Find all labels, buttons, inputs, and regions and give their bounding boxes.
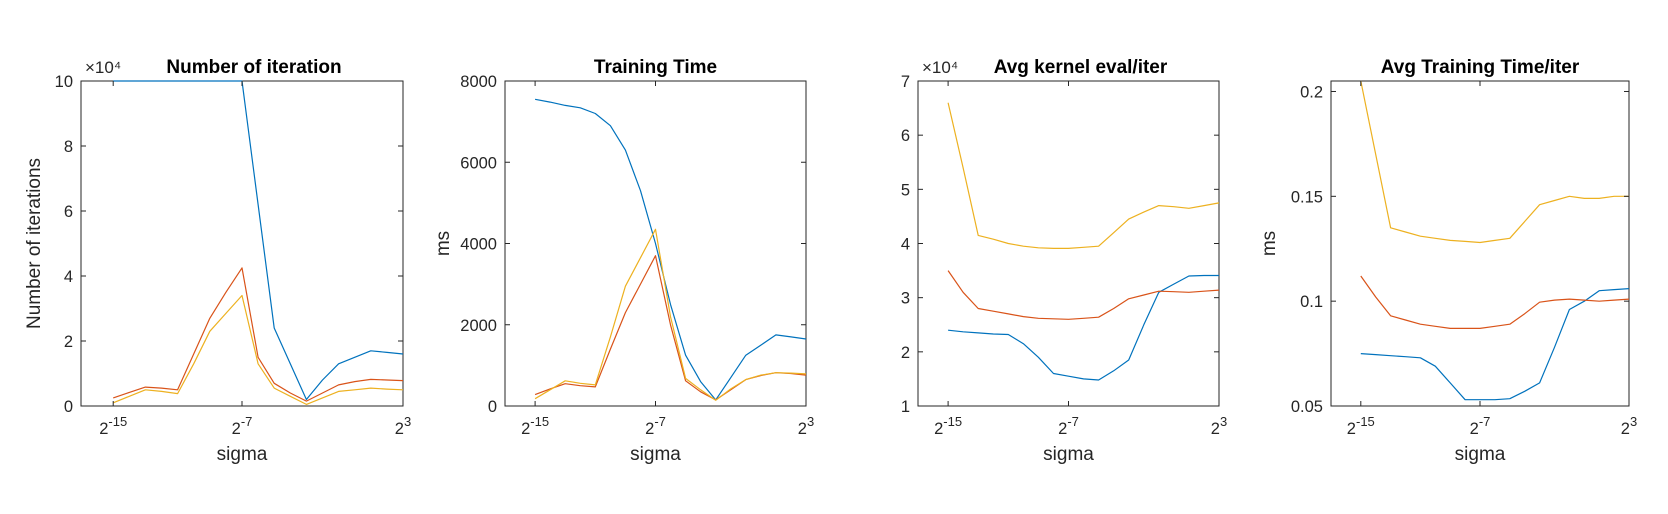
axis-exponent-label: ×10⁴ [922,58,958,77]
chart-title: Number of iteration [166,57,341,78]
x-tick-label: 23 [1621,414,1637,438]
y-tick-label: 8 [64,138,73,156]
series-line-2 [113,267,404,402]
y-tick-label: 2 [901,344,910,362]
y-tick-label: 4 [901,236,910,254]
series-line-1 [534,98,807,401]
y-tick-label: 0.05 [1291,398,1323,416]
series-line-3 [947,102,1220,249]
chart-title: Avg Training Time/iter [1381,57,1580,78]
y-tick-label: 2 [64,333,73,351]
axis-exponent-label: ×10⁴ [85,58,121,77]
chart-panel-1: 0 2 4 6 8 10 2-15 2-7 23 Number of iteration ×10⁴ s… [24,57,411,465]
series-line-3 [1360,80,1629,244]
x-tick-label: 2-7 [232,414,253,438]
y-tick-label: 3 [901,290,910,308]
y-tick-label: 0.2 [1300,83,1323,101]
x-tick-label: 2-7 [1470,414,1491,438]
x-tick-label: 2-7 [645,414,666,438]
y-tick-label: 7 [901,73,910,91]
y-tick-label: 2000 [460,317,497,335]
series-line-3 [534,228,807,401]
axes-box [917,80,1220,407]
x-tick-label: 23 [1211,414,1227,438]
series-line-1 [948,274,1219,381]
x-axis-label: sigma [217,444,268,465]
series-line-3 [112,294,404,405]
y-tick-label: 6 [64,203,73,221]
y-tick-label: 4000 [460,236,497,254]
x-tick-label: 2-15 [521,414,549,438]
y-tick-label: 5 [901,181,910,199]
y-tick-label: 6 [901,127,910,145]
chart-title: Avg kernel eval/iter [994,57,1168,78]
x-tick-label: 2-15 [1347,414,1375,438]
axes-box [80,80,404,407]
y-axis-label: ms [1259,231,1280,256]
series-line-1 [113,80,404,401]
x-tick-label: 23 [395,414,411,438]
y-tick-label: 0.15 [1291,188,1323,206]
y-tick-label: 1 [901,398,910,416]
y-axis-label: ms [433,231,454,256]
y-tick-label: 6000 [460,154,497,172]
series-line-1 [1360,288,1630,401]
x-tick-label: 2-15 [99,414,127,438]
series-line-2 [947,270,1220,320]
x-axis-label: sigma [1455,444,1506,465]
y-tick-label: 8000 [460,73,497,91]
chart-panel-2: 0 2000 4000 6000 8000 2-15 2-7 23 Training Time s… [433,57,814,465]
y-axis-label: Number of iterations [24,158,45,329]
y-tick-label: 4 [64,268,73,286]
chart-panel-4: 0.05 0.1 0.15 0.2 2-15 2-7 23 Avg Training Time… [1259,57,1637,465]
y-tick-label: 0 [488,398,497,416]
series-line-2 [1360,275,1630,329]
y-tick-label: 0.1 [1300,293,1323,311]
x-tick-label: 2-15 [934,414,962,438]
chart-title: Training Time [594,57,717,78]
axes-box [1330,80,1630,407]
y-tick-label: 10 [55,73,73,91]
x-axis-label: sigma [1043,444,1094,465]
x-tick-label: 23 [798,414,814,438]
x-tick-label: 2-7 [1058,414,1079,438]
x-axis-label: sigma [630,444,681,465]
y-tick-label: 0 [64,398,73,416]
